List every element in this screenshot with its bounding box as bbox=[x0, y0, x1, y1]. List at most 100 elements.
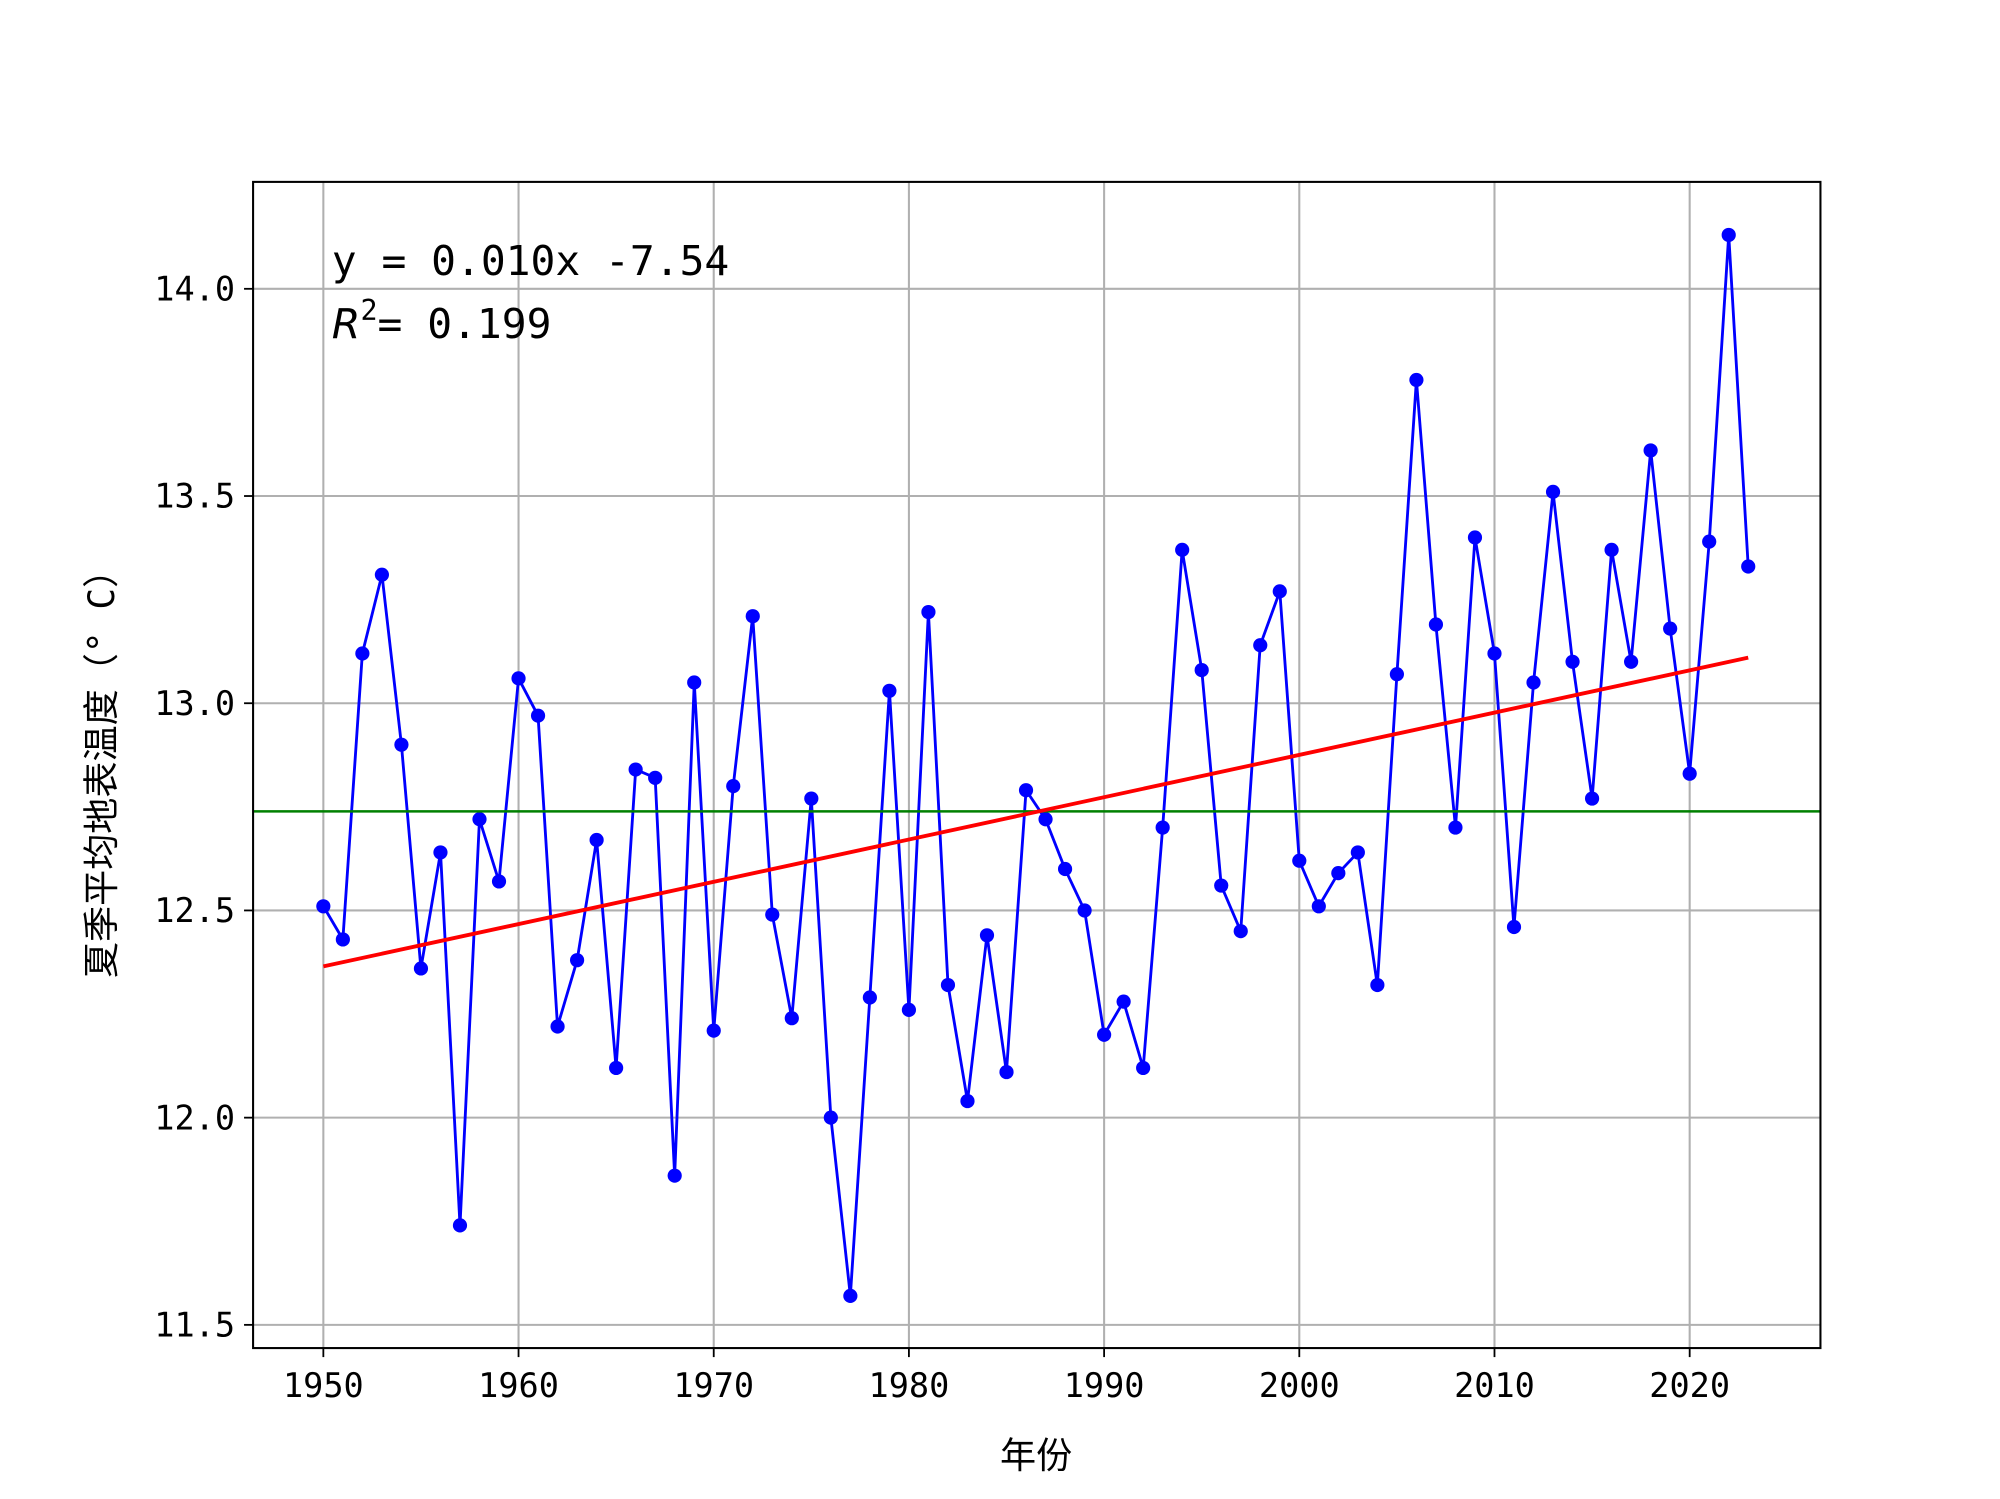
data-point bbox=[1077, 903, 1092, 918]
data-point bbox=[433, 845, 448, 860]
data-point bbox=[745, 609, 760, 624]
data-point bbox=[335, 932, 350, 947]
data-point bbox=[569, 953, 585, 968]
x-tick-label: 2000 bbox=[1259, 1366, 1340, 1405]
y-tick-label: 13.0 bbox=[154, 684, 235, 723]
data-point bbox=[1663, 621, 1678, 636]
data-point bbox=[1136, 1060, 1151, 1076]
data-point bbox=[1428, 617, 1444, 632]
data-point bbox=[374, 567, 390, 582]
data-point bbox=[511, 671, 526, 686]
x-tick-label: 2020 bbox=[1649, 1366, 1730, 1405]
data-point bbox=[1233, 924, 1248, 939]
data-point bbox=[1194, 662, 1209, 678]
data-point bbox=[784, 1011, 799, 1026]
data-point bbox=[355, 646, 370, 661]
x-tick-label: 1980 bbox=[869, 1366, 950, 1405]
data-point bbox=[530, 708, 546, 723]
data-point bbox=[726, 779, 741, 794]
data-point bbox=[1311, 899, 1326, 914]
data-point bbox=[765, 907, 780, 922]
data-point bbox=[1331, 866, 1346, 881]
data-point bbox=[452, 1218, 468, 1233]
y-tick-label: 12.0 bbox=[154, 1098, 235, 1137]
data-point bbox=[1253, 638, 1268, 653]
data-point bbox=[1409, 372, 1424, 388]
x-axis-label: 年份 bbox=[1000, 1434, 1072, 1477]
r2-value: = 0.199 bbox=[378, 300, 552, 348]
data-point bbox=[1721, 227, 1736, 243]
equation-annotation: y = 0.010x -7.54 bbox=[332, 237, 730, 285]
data-point bbox=[316, 899, 331, 914]
data-point bbox=[921, 604, 936, 620]
data-point bbox=[1018, 783, 1034, 798]
data-point bbox=[1389, 667, 1404, 682]
data-point bbox=[1292, 853, 1307, 868]
data-point bbox=[472, 812, 487, 827]
r2-annotation: R2= 0.199 bbox=[332, 294, 552, 348]
data-point bbox=[823, 1110, 838, 1125]
data-point bbox=[979, 928, 995, 943]
data-point bbox=[940, 977, 956, 993]
data-point bbox=[706, 1023, 721, 1038]
data-point bbox=[667, 1168, 682, 1183]
data-point bbox=[1116, 994, 1131, 1009]
data-point bbox=[491, 874, 507, 889]
data-point bbox=[1702, 534, 1717, 549]
data-point bbox=[609, 1060, 624, 1076]
y-tick-label: 12.5 bbox=[154, 891, 235, 930]
data-point bbox=[628, 762, 643, 777]
data-point bbox=[999, 1064, 1014, 1080]
series-line bbox=[322, 234, 1750, 1296]
data-point bbox=[1643, 443, 1658, 458]
plot-marks bbox=[253, 227, 1821, 1303]
r2-symbol: R bbox=[332, 300, 361, 348]
data-point bbox=[394, 737, 409, 752]
data-point bbox=[589, 832, 604, 848]
data-point bbox=[843, 1288, 858, 1303]
data-point bbox=[1038, 812, 1053, 827]
x-tick-label: 1990 bbox=[1064, 1366, 1145, 1405]
data-point bbox=[1175, 542, 1190, 557]
x-tick-label: 1960 bbox=[478, 1366, 559, 1405]
data-point bbox=[1545, 484, 1561, 499]
data-point bbox=[1526, 675, 1541, 690]
y-axis-label: 夏季平均地表温度（° C） bbox=[80, 552, 123, 978]
data-point bbox=[1487, 646, 1502, 661]
data-point bbox=[1506, 919, 1522, 935]
data-point bbox=[882, 683, 897, 698]
data-point bbox=[1448, 820, 1463, 835]
data-point bbox=[1604, 542, 1619, 557]
y-tick-label: 13.5 bbox=[154, 477, 235, 516]
data-point bbox=[1272, 584, 1287, 599]
data-point bbox=[687, 675, 702, 690]
data-point bbox=[1565, 654, 1580, 669]
data-point bbox=[1370, 977, 1385, 993]
data-point bbox=[648, 770, 663, 785]
data-point bbox=[1155, 820, 1170, 835]
x-tick-label: 1950 bbox=[283, 1366, 364, 1405]
x-tick-label: 2010 bbox=[1454, 1366, 1535, 1405]
data-point bbox=[1682, 766, 1697, 781]
trend-line bbox=[322, 655, 1749, 969]
plot-frame bbox=[252, 180, 1822, 1350]
data-point bbox=[1350, 845, 1365, 860]
data-point bbox=[804, 791, 819, 806]
y-tick-label: 11.5 bbox=[154, 1305, 235, 1344]
grid bbox=[253, 181, 1821, 1349]
axis-ticks: 1950 1960 1970 1980 1990 2000 2010 2020 11.5 12.0… bbox=[154, 269, 1730, 1405]
data-point bbox=[1584, 791, 1600, 806]
data-point bbox=[862, 990, 877, 1005]
data-point bbox=[1624, 654, 1639, 669]
data-point bbox=[1467, 530, 1483, 545]
x-tick-label: 1970 bbox=[673, 1366, 754, 1405]
data-point bbox=[1214, 878, 1229, 893]
data-point bbox=[413, 961, 429, 976]
r2-exponent: 2 bbox=[360, 294, 377, 327]
data-point bbox=[1057, 861, 1073, 877]
data-point bbox=[1097, 1027, 1112, 1042]
data-point bbox=[901, 1002, 917, 1017]
data-point bbox=[1741, 559, 1756, 574]
data-point bbox=[960, 1093, 975, 1109]
